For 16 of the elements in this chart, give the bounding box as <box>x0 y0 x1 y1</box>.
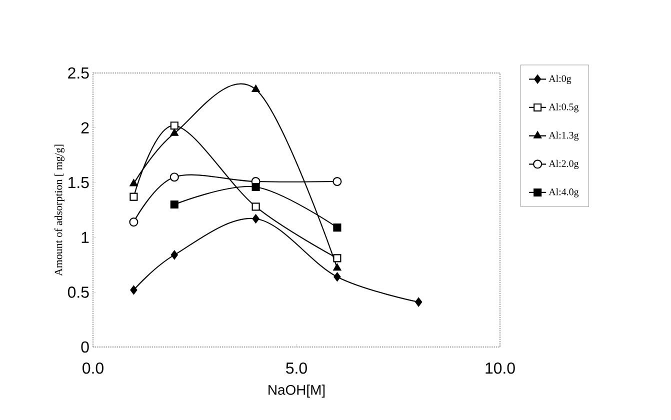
x-tick-label: 10.0 <box>486 362 515 374</box>
y-tick-label: 0.5 <box>68 286 89 298</box>
y-tick-label: 1 <box>82 232 89 243</box>
y-tick-label: 0 <box>81 341 89 353</box>
legend-label: Al:1.3g <box>548 132 579 141</box>
y-tick-label: 1.5 <box>68 177 89 188</box>
y-axis-title: Amount of adsorption [ mg/g] <box>54 144 64 276</box>
x-tick-label: 0.0 <box>82 362 104 374</box>
legend-label: Al:0.5g <box>548 103 579 112</box>
y-tick-label: 2.5 <box>68 67 89 79</box>
legend-label: Al:0g <box>548 74 572 84</box>
legend-label: Al:4.0g <box>548 188 579 198</box>
x-axis-title: NaOH[M] <box>268 384 325 398</box>
legend-label: Al:2.0g <box>548 160 579 170</box>
x-tick-label: 5.0 <box>286 362 307 374</box>
y-tick-label: 2 <box>81 122 89 134</box>
